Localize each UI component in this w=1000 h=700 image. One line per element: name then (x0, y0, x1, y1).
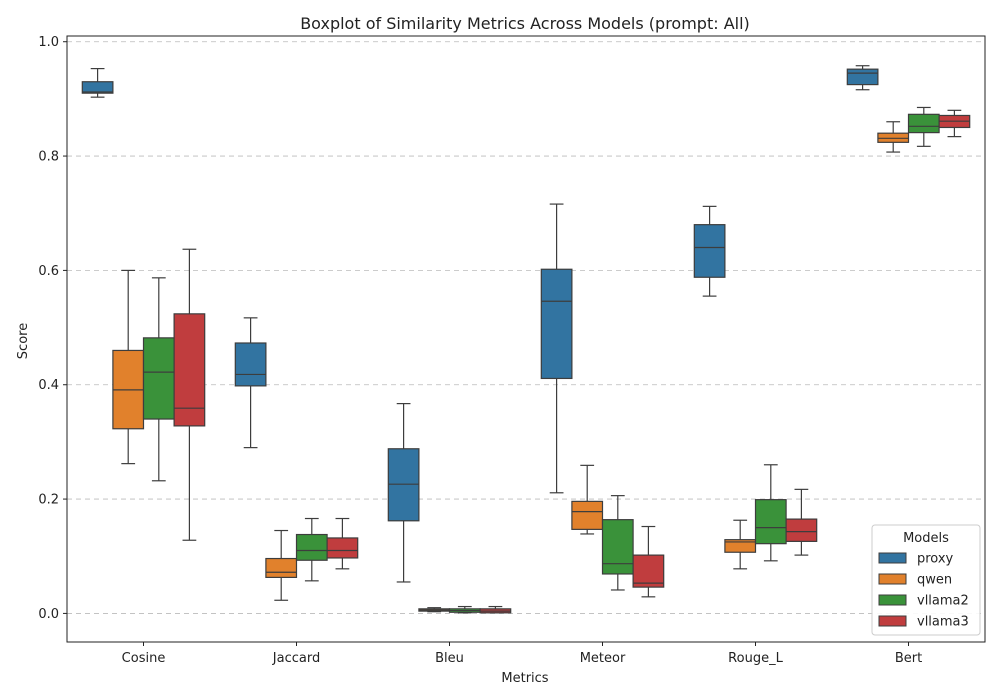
y-tick-label: 0.6 (38, 264, 59, 279)
box-iqr (785, 518, 818, 542)
legend-swatch (878, 573, 907, 585)
box-proxy-rouge_l (693, 205, 726, 297)
box-qwen-cosine (112, 269, 145, 465)
legend-item-proxy: proxy (878, 552, 954, 567)
legend-title: Models (903, 531, 949, 546)
legend: Models proxy qwen vllama2 vllama3 (871, 524, 981, 636)
x-axis-title: Metrics (501, 671, 548, 686)
y-tick-label: 1.0 (38, 35, 59, 50)
box-qwen-bleu (418, 607, 451, 613)
chart-title: Boxplot of Similarity Metrics Across Mod… (300, 14, 750, 33)
box-vllama2-meteor (601, 495, 634, 591)
x-tick-label: Rouge_L (728, 651, 783, 666)
x-tick-label: Meteor (580, 651, 626, 666)
box-iqr (265, 557, 298, 578)
box-proxy-bleu (387, 403, 420, 583)
box-iqr (295, 533, 328, 561)
legend-item-qwen: qwen (878, 573, 952, 588)
box-vllama2-bleu (448, 605, 481, 614)
box-vllama3-jaccard (326, 517, 359, 570)
box-vllama2-jaccard (295, 517, 328, 582)
box-vllama3-bleu (479, 605, 512, 614)
box-vllama2-rouge_l (754, 464, 787, 562)
plot-frame (66, 35, 986, 643)
y-tick-label: 0.0 (38, 607, 59, 622)
legend-swatch (878, 615, 907, 627)
y-tick-label: 0.4 (38, 378, 59, 393)
box-iqr (693, 224, 726, 278)
x-tick-label: Jaccard (272, 651, 320, 666)
x-tick-label: Bleu (435, 651, 464, 666)
box-vllama2-cosine (142, 277, 175, 482)
box-iqr (724, 539, 757, 553)
box-iqr (81, 81, 114, 94)
legend-label: vllama3 (917, 615, 969, 630)
x-tick-label: Cosine (122, 651, 166, 666)
box-proxy-cosine (81, 67, 114, 98)
box-vllama2-bert (907, 106, 940, 147)
box-qwen-rouge_l (724, 519, 757, 570)
box-groups (81, 65, 971, 614)
box-proxy-meteor (540, 203, 573, 494)
box-iqr (173, 313, 206, 427)
box-iqr (326, 537, 359, 559)
box-qwen-jaccard (265, 529, 298, 601)
legend-label: proxy (917, 552, 954, 567)
box-iqr (571, 500, 604, 530)
box-iqr (754, 499, 787, 545)
y-tick-label: 0.8 (38, 150, 59, 165)
box-iqr (601, 519, 634, 575)
box-iqr (142, 337, 175, 420)
box-iqr (540, 268, 573, 380)
legend-swatch (878, 552, 907, 564)
box-vllama3-meteor (632, 525, 665, 598)
box-vllama3-rouge_l (785, 488, 818, 556)
x-axis-ticks: Cosine Jaccard Bleu Meteor Rouge_L Bert (122, 642, 922, 666)
legend-swatch (878, 594, 907, 606)
box-iqr (234, 342, 267, 387)
box-vllama3-cosine (173, 248, 206, 541)
legend-label: qwen (917, 573, 952, 588)
y-axis-ticks: 0.0 0.2 0.4 0.6 0.8 1.0 (38, 35, 67, 622)
box-proxy-bert (846, 65, 879, 91)
box-iqr (846, 68, 879, 86)
box-iqr (907, 113, 940, 134)
box-qwen-meteor (571, 464, 604, 535)
legend-label: vllama2 (917, 594, 969, 609)
legend-item-vllama2: vllama2 (878, 594, 969, 609)
x-tick-label: Bert (895, 651, 922, 666)
box-qwen-bert (877, 121, 910, 153)
box-vllama3-bert (938, 109, 971, 138)
legend-item-vllama3: vllama3 (878, 615, 969, 630)
legend-items: proxy qwen vllama2 vllama3 (878, 552, 969, 630)
y-tick-label: 0.2 (38, 493, 59, 508)
box-iqr (632, 554, 665, 588)
box-proxy-jaccard (234, 317, 267, 449)
grid-lines (67, 41, 985, 614)
y-axis-title: Score (16, 323, 31, 359)
